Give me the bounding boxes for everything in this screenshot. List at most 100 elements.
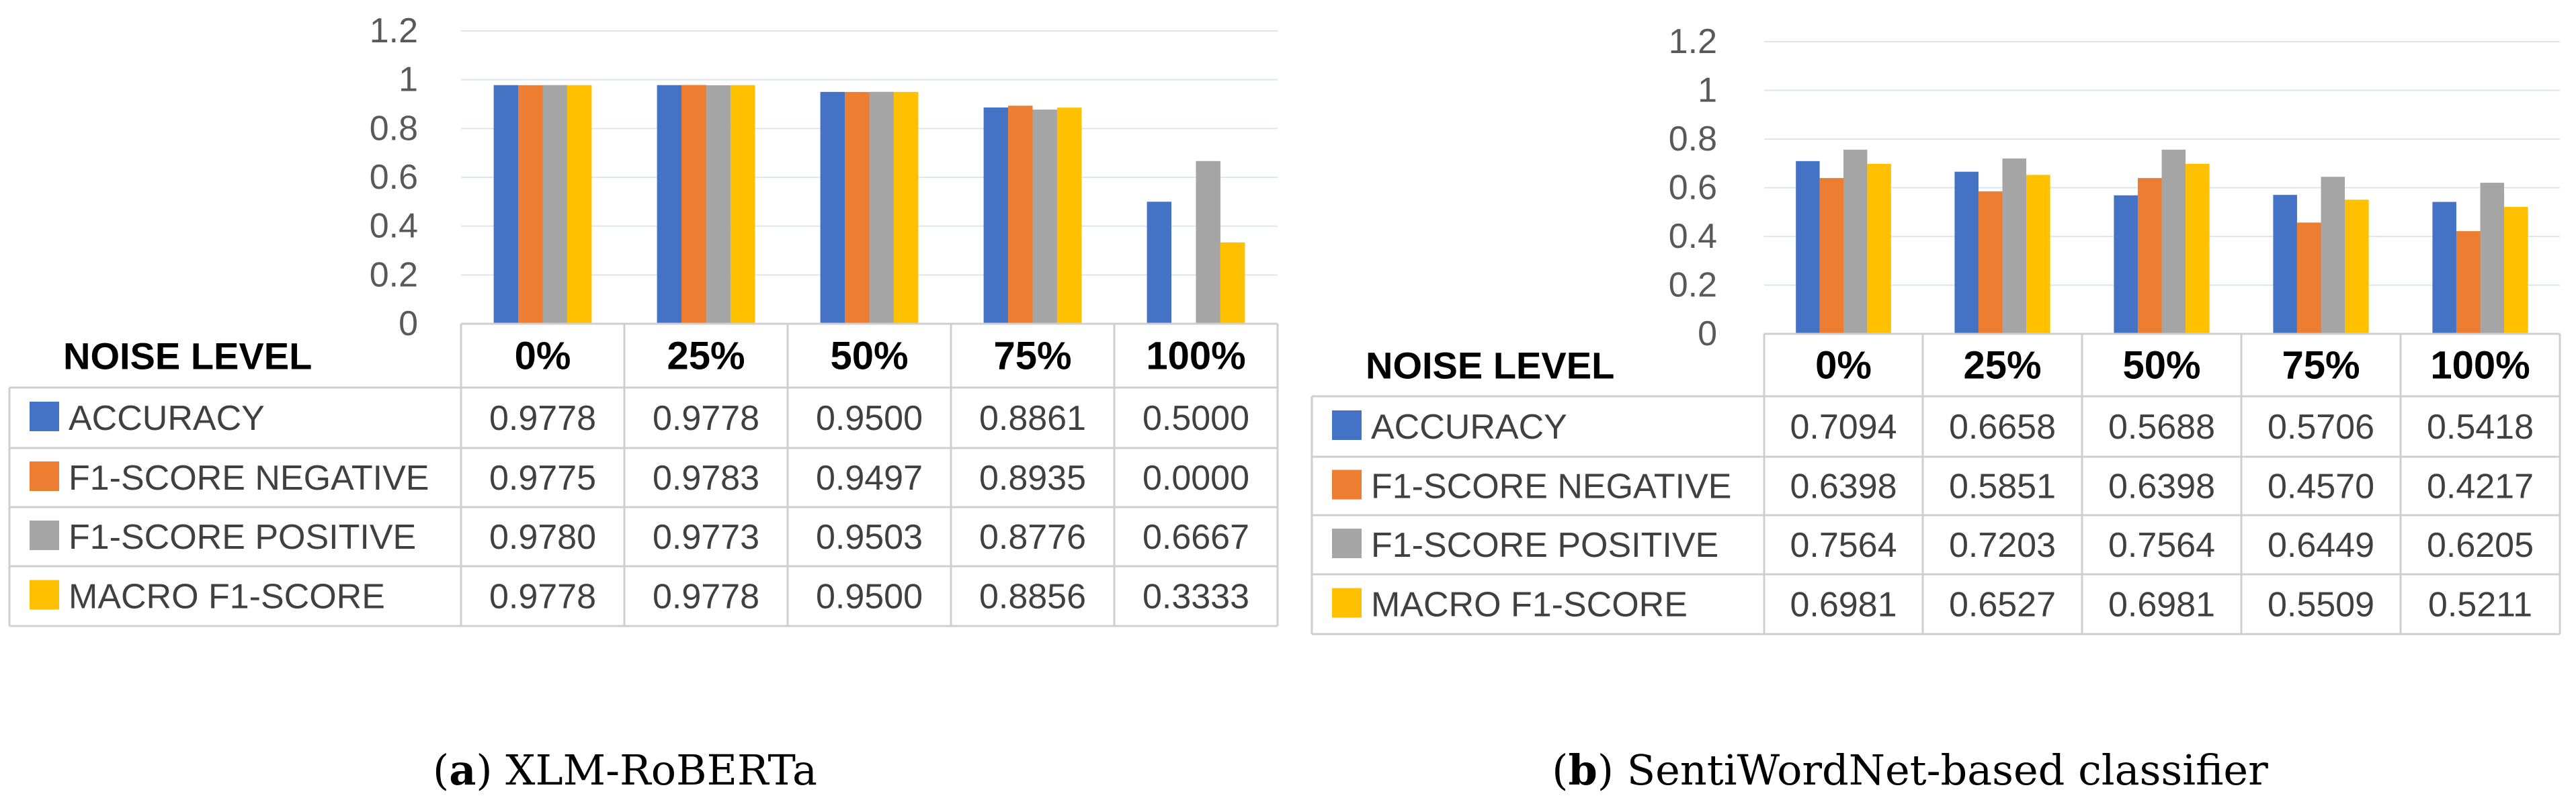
y-tick-label: 1 bbox=[399, 60, 418, 99]
category-label: 0% bbox=[1815, 344, 1872, 388]
chart-a: 0 0.2 0.4 0.6 0.8 1 1.2 NOISE LEVEL 0% 25% 50% 75% 1… bbox=[8, 11, 1279, 795]
bar-1-2 bbox=[657, 85, 682, 324]
bar-2-4 bbox=[1008, 105, 1033, 324]
data-label: 0.9778 bbox=[653, 399, 759, 438]
bar-4-4 bbox=[2345, 199, 2369, 334]
data-label: 0.8861 bbox=[979, 399, 1086, 438]
bar-2-2 bbox=[681, 85, 706, 324]
bar-2-5 bbox=[2456, 231, 2481, 334]
category-label: 25% bbox=[1963, 344, 2041, 388]
y-tick-label: 1.2 bbox=[370, 11, 418, 50]
bar-2-2 bbox=[1978, 191, 2003, 334]
data-label: 0.6981 bbox=[2108, 586, 2215, 625]
data-label: 0.5688 bbox=[2108, 408, 2215, 447]
bar-3-3 bbox=[2161, 149, 2186, 334]
category-label: 50% bbox=[830, 335, 908, 378]
category-label: 75% bbox=[993, 335, 1071, 378]
legend-swatch bbox=[1332, 588, 1362, 618]
y-tick-label: 1 bbox=[1698, 71, 1717, 110]
bar-4-3 bbox=[893, 91, 919, 324]
data-label: 0.9783 bbox=[653, 459, 759, 498]
chart-b: 0 0.2 0.4 0.6 0.8 1 1.2 NOISE LEVEL 0% 25% 50% 75% 1… bbox=[1311, 22, 2561, 795]
data-label: 0.6658 bbox=[1949, 408, 2056, 447]
data-label: 0.0000 bbox=[1142, 459, 1249, 498]
bar-4-2 bbox=[2026, 175, 2050, 334]
bar-2-3 bbox=[2137, 178, 2162, 334]
y-tick-label: 0.8 bbox=[370, 109, 418, 148]
data-label: 0.7094 bbox=[1790, 408, 1897, 447]
data-label: 0.5509 bbox=[2268, 586, 2374, 625]
bar-3-5 bbox=[1196, 161, 1220, 324]
data-label: 0.9780 bbox=[489, 518, 596, 557]
legend-label: F1-SCORE POSITIVE bbox=[69, 518, 416, 557]
y-tick-label: 1.2 bbox=[1669, 22, 1717, 61]
bar-4-1 bbox=[567, 85, 592, 324]
data-label: 0.4570 bbox=[2268, 467, 2374, 506]
data-label: 0.9500 bbox=[816, 399, 923, 438]
category-label: 25% bbox=[667, 335, 745, 378]
legend-label: ACCURACY bbox=[1371, 408, 1567, 447]
legend-swatch bbox=[30, 461, 59, 491]
data-label: 0.6398 bbox=[2108, 467, 2215, 506]
legend-swatch bbox=[30, 402, 59, 431]
legend-label: MACRO F1-SCORE bbox=[1371, 586, 1688, 625]
caption-prefix: ( bbox=[1552, 746, 1568, 795]
bar-4-4 bbox=[1056, 107, 1082, 324]
caption-letter: b bbox=[1568, 746, 1597, 795]
data-label: 0.6981 bbox=[1790, 586, 1897, 625]
caption-letter: a bbox=[449, 746, 476, 795]
data-label: 0.6667 bbox=[1142, 518, 1249, 557]
data-label: 0.9775 bbox=[489, 459, 596, 498]
y-tick-label: 0.4 bbox=[1669, 217, 1717, 256]
bar-2-1 bbox=[1819, 178, 1843, 334]
legend-label: F1-SCORE NEGATIVE bbox=[1371, 467, 1731, 506]
y-tick-label: 0.6 bbox=[1669, 169, 1717, 208]
bar-4-5 bbox=[1220, 242, 1245, 324]
data-label: 0.6398 bbox=[1790, 467, 1897, 506]
y-tick-label: 0.2 bbox=[370, 255, 418, 294]
x-axis-label: NOISE LEVEL bbox=[1366, 345, 1614, 387]
chart-caption: (a) XLM-RoBERTa bbox=[433, 746, 817, 795]
x-axis-label: NOISE LEVEL bbox=[63, 335, 312, 377]
category-label: 50% bbox=[2122, 344, 2200, 388]
bar-2-1 bbox=[518, 85, 543, 324]
y-tick-label: 0.4 bbox=[370, 207, 418, 246]
bar-3-1 bbox=[1843, 149, 1868, 334]
category-label: 0% bbox=[515, 335, 571, 378]
bar-1-4 bbox=[2273, 195, 2297, 334]
bar-3-3 bbox=[869, 91, 894, 324]
bar-1-5 bbox=[2432, 202, 2456, 334]
bar-1-4 bbox=[983, 107, 1009, 324]
data-label: 0.9500 bbox=[816, 578, 923, 617]
bar-1-3 bbox=[820, 91, 845, 324]
legend-swatch bbox=[30, 521, 59, 550]
bar-1-1 bbox=[493, 85, 519, 324]
data-label: 0.5418 bbox=[2427, 408, 2534, 447]
bar-2-4 bbox=[2296, 222, 2321, 334]
bar-4-2 bbox=[730, 85, 755, 324]
legend-label: ACCURACY bbox=[69, 399, 265, 438]
y-tick-label: 0 bbox=[399, 304, 418, 343]
data-label: 0.7564 bbox=[2108, 526, 2215, 565]
category-label: 75% bbox=[2282, 344, 2360, 388]
bar-3-5 bbox=[2480, 183, 2505, 334]
bar-1-1 bbox=[1796, 161, 1820, 334]
data-label: 0.5706 bbox=[2268, 408, 2374, 447]
category-label: 100% bbox=[1146, 335, 1245, 378]
data-label: 0.9773 bbox=[653, 518, 759, 557]
data-label: 0.6527 bbox=[1949, 586, 2056, 625]
data-label: 0.9778 bbox=[489, 578, 596, 617]
caption-text: ) XLM-RoBERTa bbox=[476, 746, 817, 795]
bar-4-3 bbox=[2186, 163, 2210, 334]
data-label: 0.8856 bbox=[979, 578, 1086, 617]
chart-caption: (b) SentiWordNet-based classifier bbox=[1552, 746, 2268, 795]
data-label: 0.9503 bbox=[816, 518, 923, 557]
data-label: 0.5211 bbox=[2428, 586, 2532, 625]
data-label: 0.6449 bbox=[2268, 526, 2374, 565]
legend-label: F1-SCORE POSITIVE bbox=[1371, 526, 1718, 565]
y-tick-label: 0.6 bbox=[370, 158, 418, 197]
legend-swatch bbox=[1332, 470, 1362, 500]
legend-swatch bbox=[30, 580, 59, 610]
legend-swatch bbox=[1332, 529, 1362, 558]
